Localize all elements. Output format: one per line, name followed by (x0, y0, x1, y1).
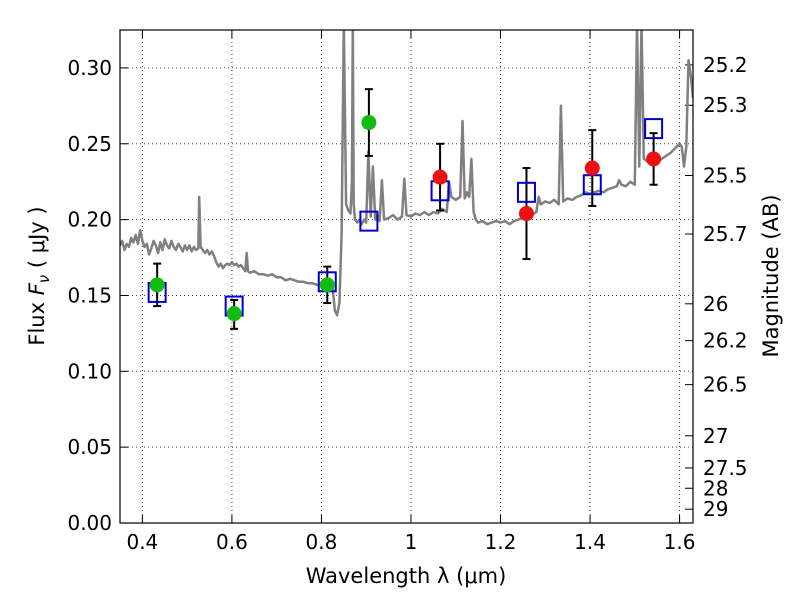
y-tick-label: 0.05 (67, 435, 112, 459)
y-tick-label: 0.15 (67, 283, 112, 307)
right-tick-label: 25.7 (703, 222, 748, 246)
green-data-point (149, 277, 165, 293)
plot-frame (119, 29, 694, 524)
right-tick-label: 26 (703, 292, 728, 316)
right-tick-label: 27.5 (703, 456, 748, 480)
green-data-point (361, 115, 377, 131)
tick-labels: 0.4 0.6 0.8 1 1.2 1.4 1.6 0.00 0.05 0.10 0.15 0.20 0… (67, 53, 747, 554)
x-tick-label: 1.6 (664, 530, 696, 554)
right-tick-label: 25.3 (703, 93, 748, 117)
x-tick-label: 0.8 (306, 530, 338, 554)
red-data-point (646, 151, 662, 167)
red-data-point (584, 160, 600, 176)
right-tick-label: 25.2 (703, 53, 748, 77)
x-tick-label: 1 (405, 530, 418, 554)
right-tick-label: 26.2 (703, 329, 748, 353)
model-square (516, 181, 536, 203)
x-tick-label: 1.4 (574, 530, 606, 554)
x-tick-label: 0.4 (126, 530, 158, 554)
right-tick-label: 25.5 (703, 163, 748, 187)
red-data-point (518, 206, 534, 222)
y-tick-label: 0.10 (67, 359, 112, 383)
green-data-point (226, 306, 242, 322)
model-square (644, 118, 664, 140)
y-tick-label: 0.30 (67, 56, 112, 80)
y-tick-label: 0.25 (67, 132, 112, 156)
red-data-point (432, 169, 448, 185)
right-tick-label: 26.5 (703, 373, 748, 397)
x-tick-label: 1.2 (485, 530, 517, 554)
green-data-point (319, 277, 335, 293)
right-tick-label: 28 (703, 476, 728, 500)
y-tick-label: 0.20 (67, 208, 112, 232)
x-tick-label: 0.6 (216, 530, 248, 554)
right-axis-label: Magnitude (AB) (759, 194, 783, 357)
photometry-points (149, 115, 662, 322)
y-tick-label: 0.00 (67, 511, 112, 535)
model-square (359, 210, 379, 232)
y-axis-label: Flux Fν ( μJy ) (25, 206, 53, 345)
right-tick-label: 29 (703, 497, 728, 521)
plot-data (120, 30, 693, 330)
right-tick-label: 27 (703, 424, 728, 448)
x-axis-label: Wavelength λ (μm) (306, 564, 507, 588)
